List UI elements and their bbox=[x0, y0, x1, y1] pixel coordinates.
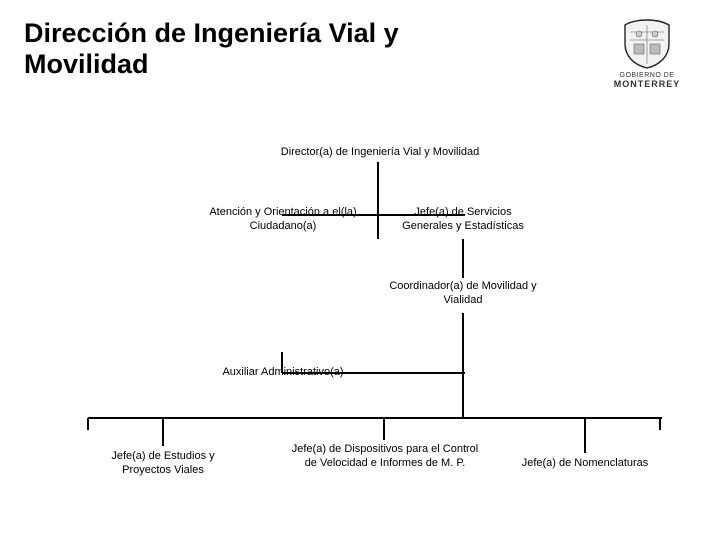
node-coord: Coordinador(a) de Movilidad y Vialidad bbox=[388, 280, 538, 308]
node-jefe_nom: Jefe(a) de Nomenclaturas bbox=[510, 457, 660, 471]
connector bbox=[377, 162, 379, 239]
node-jefe_disp: Jefe(a) de Dispositivos para el Control … bbox=[290, 443, 480, 471]
node-jefe_serv: Jefe(a) de Servicios Generales y Estadís… bbox=[388, 206, 538, 234]
connector bbox=[383, 418, 385, 440]
shield-icon bbox=[620, 18, 674, 70]
connector bbox=[584, 418, 586, 453]
connector bbox=[462, 239, 464, 278]
connector bbox=[282, 214, 380, 216]
node-atencion: Atención y Orientación a el(la) Ciudadan… bbox=[208, 206, 358, 234]
logo-text: GOBIERNO DE MONTERREY bbox=[602, 72, 692, 90]
logo: GOBIERNO DE MONTERREY bbox=[602, 18, 692, 90]
page: Dirección de Ingeniería Vial y Movilidad… bbox=[0, 0, 720, 540]
connector bbox=[378, 214, 465, 216]
connector bbox=[462, 313, 464, 418]
connector bbox=[87, 418, 89, 430]
logo-line2: MONTERREY bbox=[602, 80, 692, 90]
page-title: Dirección de Ingeniería Vial y Movilidad bbox=[24, 18, 504, 80]
connector bbox=[282, 372, 465, 374]
connector bbox=[659, 418, 661, 430]
node-director: Director(a) de Ingeniería Vial y Movilid… bbox=[275, 146, 485, 160]
connector bbox=[162, 418, 164, 446]
connector bbox=[281, 352, 283, 373]
node-jefe_est: Jefe(a) de Estudios y Proyectos Viales bbox=[88, 450, 238, 478]
connector bbox=[88, 417, 662, 419]
